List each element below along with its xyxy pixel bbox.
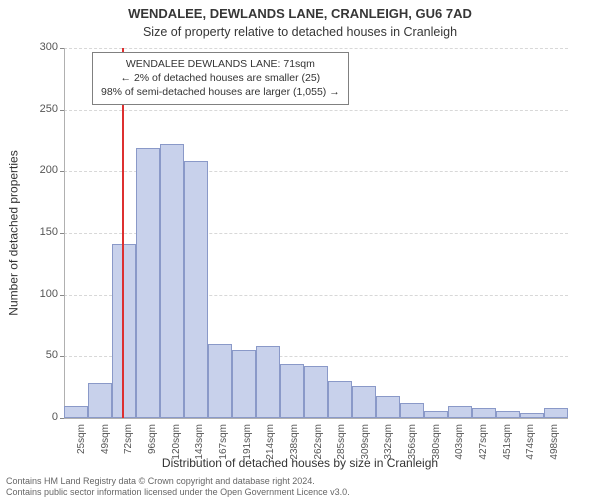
chart-container: WENDALEE, DEWLANDS LANE, CRANLEIGH, GU6 … (0, 0, 600, 500)
y-tick-label: 300 (26, 41, 58, 53)
y-tick-mark (60, 295, 64, 296)
callout-line3: 98% of semi-detached houses are larger (… (101, 85, 340, 99)
y-tick-mark (60, 110, 64, 111)
attribution-footer: Contains HM Land Registry data © Crown c… (6, 476, 350, 499)
footer-line1: Contains HM Land Registry data © Crown c… (6, 476, 350, 487)
y-tick-label: 250 (26, 103, 58, 115)
callout-line1: WENDALEE DEWLANDS LANE: 71sqm (101, 57, 340, 71)
y-tick-mark (60, 233, 64, 234)
title-sub: Size of property relative to detached ho… (0, 25, 600, 39)
footer-line2: Contains public sector information licen… (6, 487, 350, 498)
callout-line2: ← 2% of detached houses are smaller (25) (101, 71, 340, 85)
y-tick-mark (60, 171, 64, 172)
y-axis-label: Number of detached properties (6, 48, 22, 418)
y-tick-label: 100 (26, 288, 58, 300)
y-tick-label: 150 (26, 226, 58, 238)
title-main: WENDALEE, DEWLANDS LANE, CRANLEIGH, GU6 … (0, 6, 600, 21)
y-tick-label: 0 (26, 411, 58, 423)
y-tick-mark (60, 48, 64, 49)
callout-box: WENDALEE DEWLANDS LANE: 71sqm ← 2% of de… (92, 52, 349, 105)
y-tick-mark (60, 356, 64, 357)
y-tick-label: 50 (26, 349, 58, 361)
y-tick-label: 200 (26, 164, 58, 176)
y-tick-mark (60, 418, 64, 419)
x-axis-label: Distribution of detached houses by size … (0, 456, 600, 470)
